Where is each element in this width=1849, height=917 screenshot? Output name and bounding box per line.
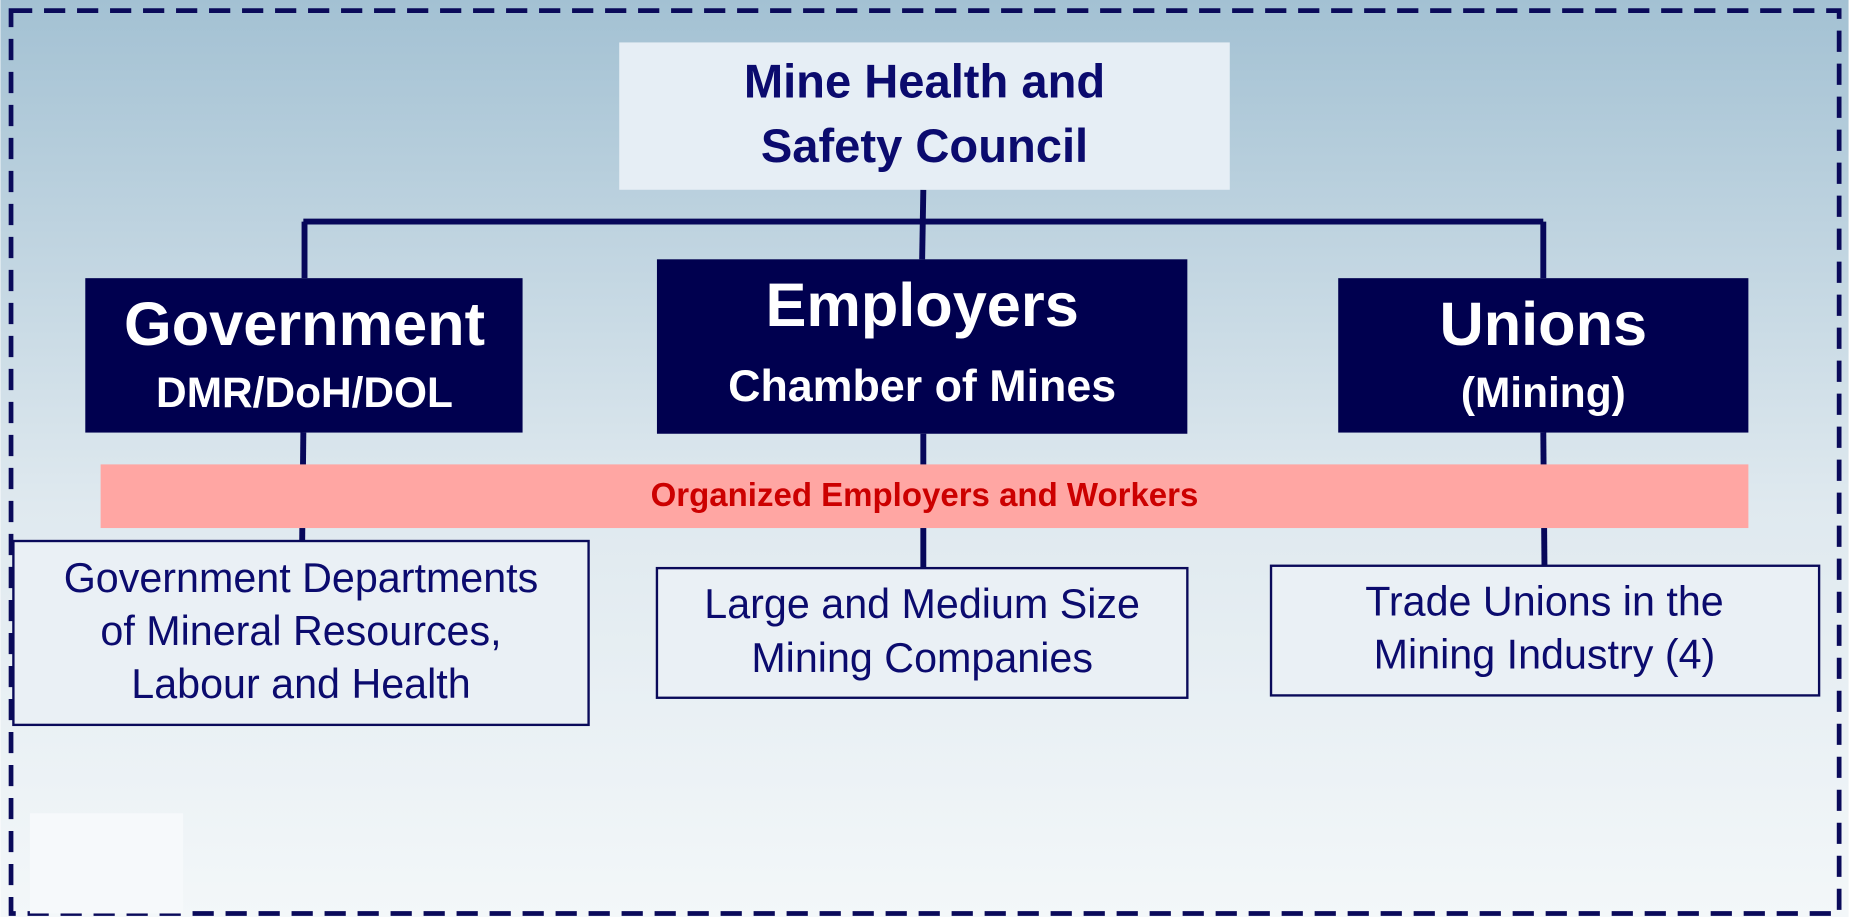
group-box <box>1338 278 1749 433</box>
banner <box>100 464 1749 529</box>
group-subtitle: (Mining) <box>1461 369 1626 416</box>
faint-square <box>29 813 184 914</box>
description-line: Large and Medium Size <box>704 581 1140 627</box>
council-box <box>619 42 1230 190</box>
description-box <box>12 539 590 727</box>
dashed-border <box>8 8 1842 916</box>
group-subtitle: DMR/DoH/DOL <box>156 369 453 416</box>
description-line: Mining Companies <box>751 635 1093 681</box>
description-line: Government Departments <box>64 555 539 601</box>
description-box <box>1269 564 1821 697</box>
description-line: Labour and Health <box>131 661 470 707</box>
description-line: Trade Unions in the <box>1365 579 1723 625</box>
description-box <box>655 566 1189 699</box>
description-line: of Mineral Resources, <box>100 608 501 654</box>
council-line: Mine Health and <box>744 54 1105 107</box>
council-line: Safety Council <box>761 119 1088 172</box>
group-title: Unions <box>1439 290 1647 358</box>
group-box <box>85 278 523 433</box>
group-box <box>656 259 1188 434</box>
group-title: Employers <box>765 271 1078 339</box>
group-subtitle: Chamber of Mines <box>728 361 1116 411</box>
group-title: Government <box>124 290 485 358</box>
banner-text: Organized Employers and Workers <box>651 476 1199 513</box>
description-line: Mining Industry (4) <box>1374 632 1716 678</box>
